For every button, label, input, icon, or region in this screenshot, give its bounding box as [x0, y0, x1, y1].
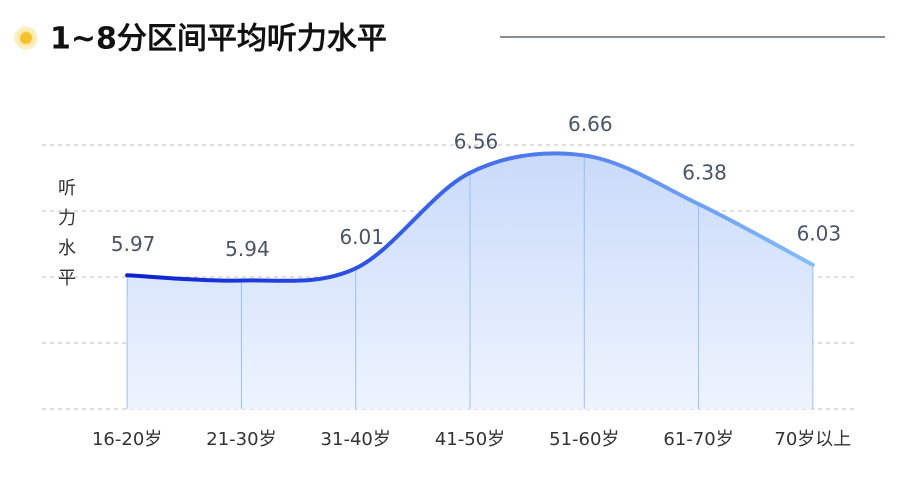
value-label: 6.56: [454, 129, 499, 153]
value-label: 6.03: [797, 221, 842, 245]
y-axis-label: 听力水平: [55, 178, 76, 298]
value-label: 5.94: [225, 237, 270, 261]
value-label: 6.38: [682, 161, 727, 185]
x-tick-label: 16-20岁: [92, 429, 162, 450]
value-label: 6.01: [339, 225, 384, 249]
x-tick-label: 21-30岁: [206, 429, 276, 450]
x-tick-label: 61-70岁: [663, 429, 733, 450]
title-dot: [14, 26, 38, 50]
value-label: 6.66: [568, 112, 613, 136]
line: [125, 151, 815, 283]
x-tick-label: 70岁以上: [774, 429, 851, 450]
x-tick-label: 31-40岁: [321, 429, 391, 450]
value-label: 5.97: [111, 232, 156, 256]
chart-title: 1~8分区间平均听力水平: [50, 22, 387, 57]
x-tick-label: 51-60岁: [549, 429, 619, 450]
x-tick-label: 41-50岁: [435, 429, 505, 450]
